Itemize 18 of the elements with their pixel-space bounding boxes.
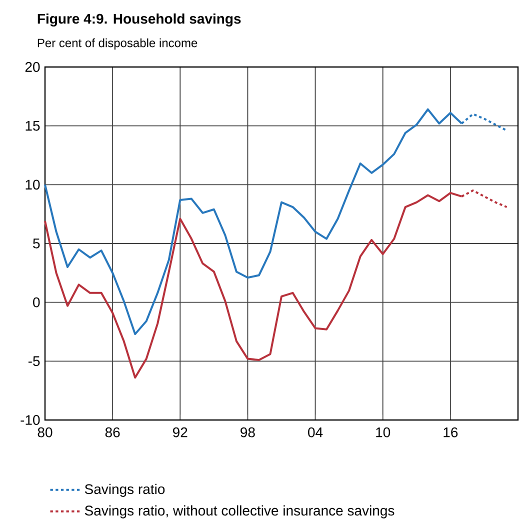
x-tick-label: 04 xyxy=(308,427,323,438)
x-tick-label: 16 xyxy=(444,427,458,438)
x-tick-label: 10 xyxy=(376,427,390,438)
chart-title: Figure 4:9. Household savings xyxy=(38,13,241,27)
x-tick-label: 92 xyxy=(173,427,188,438)
chart-subtitle: Per cent of disposable income xyxy=(38,38,198,50)
x-tick-label: 80 xyxy=(38,427,52,438)
y-tick-label: 0 xyxy=(33,297,40,308)
legend-label: Savings ratio xyxy=(84,484,165,497)
y-tick-label: 5 xyxy=(33,238,40,248)
y-tick-label: 20 xyxy=(25,62,40,72)
y-tick-label: 15 xyxy=(26,120,40,131)
x-tick-label: 86 xyxy=(105,427,120,438)
y-tick-label: 10 xyxy=(26,180,40,190)
legend-label: Savings ratio, without collective insurance savings xyxy=(84,505,394,518)
y-tick-label: -5 xyxy=(28,356,40,366)
y-tick-label: -10 xyxy=(20,415,40,425)
x-tick-label: 98 xyxy=(240,427,255,438)
